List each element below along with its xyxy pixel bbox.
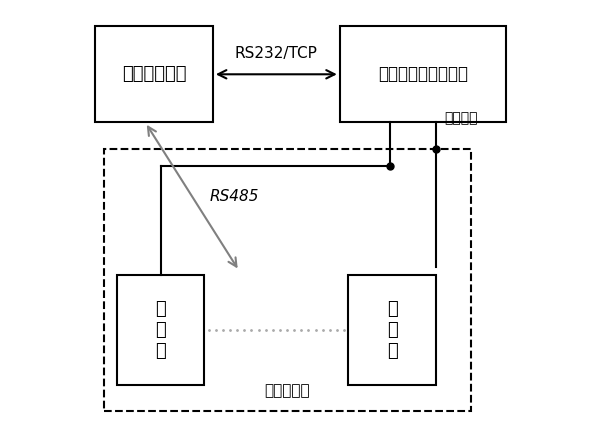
FancyBboxPatch shape bbox=[95, 26, 213, 122]
FancyBboxPatch shape bbox=[340, 26, 506, 122]
FancyBboxPatch shape bbox=[117, 275, 204, 385]
FancyBboxPatch shape bbox=[349, 275, 436, 385]
Text: 被检电能表: 被检电能表 bbox=[265, 383, 310, 398]
Text: 电感性负载切换装置: 电感性负载切换装置 bbox=[378, 65, 468, 83]
Text: RS232/TCP: RS232/TCP bbox=[235, 46, 318, 61]
Text: 电压回路: 电压回路 bbox=[445, 111, 478, 125]
FancyBboxPatch shape bbox=[104, 149, 471, 411]
Text: RS485: RS485 bbox=[210, 189, 259, 204]
Text: 电
能
表: 电 能 表 bbox=[387, 300, 397, 360]
Text: 电
能
表: 电 能 表 bbox=[155, 300, 166, 360]
Text: 自动测试软件: 自动测试软件 bbox=[122, 65, 186, 83]
